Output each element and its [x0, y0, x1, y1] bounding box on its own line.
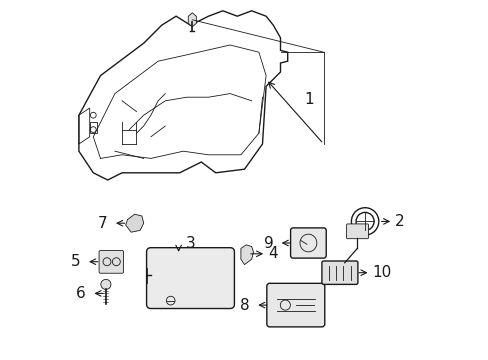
Text: 10: 10: [371, 265, 391, 280]
FancyBboxPatch shape: [321, 261, 357, 284]
FancyBboxPatch shape: [266, 283, 324, 327]
FancyBboxPatch shape: [346, 224, 368, 239]
Polygon shape: [125, 214, 143, 232]
Text: 4: 4: [267, 246, 277, 261]
Text: 7: 7: [98, 216, 107, 231]
FancyBboxPatch shape: [290, 228, 325, 258]
Text: 3: 3: [185, 235, 195, 251]
Text: 1: 1: [304, 91, 313, 107]
Text: 5: 5: [71, 254, 81, 269]
Text: 2: 2: [394, 214, 404, 229]
Text: 9: 9: [263, 235, 273, 251]
FancyBboxPatch shape: [99, 251, 123, 273]
Circle shape: [101, 279, 111, 289]
Polygon shape: [188, 13, 196, 27]
FancyBboxPatch shape: [146, 248, 234, 309]
Text: 6: 6: [76, 286, 86, 301]
Text: 8: 8: [240, 298, 249, 312]
Polygon shape: [241, 245, 253, 265]
